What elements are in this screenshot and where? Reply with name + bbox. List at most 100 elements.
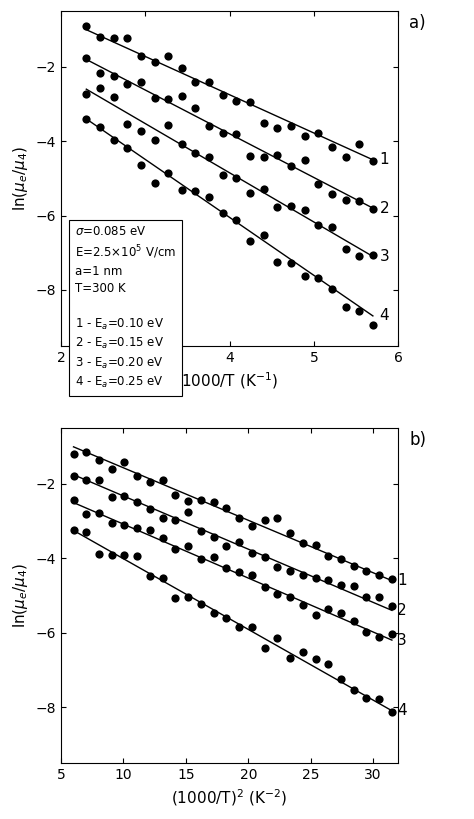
Point [146,523,154,536]
Text: 2: 2 [380,201,389,215]
Y-axis label: ln($\mu_e/\mu_4$): ln($\mu_e/\mu_4$) [11,146,30,211]
Point [178,89,186,102]
Point [146,502,154,515]
Point [328,141,336,154]
Point [350,684,357,697]
Point [184,505,192,518]
Point [261,550,268,563]
Point [350,560,357,573]
Point [342,242,349,256]
Point [205,120,213,133]
Point [273,631,281,645]
Point [210,495,218,509]
Point [82,446,90,459]
Point [82,473,90,486]
Point [299,569,307,582]
Text: $\sigma$=0.085 eV
E=2.5$\times$10$^{5}$ V/cm
a=1 nm
T=300 K

1 - E$_a$=0.10 eV
2: $\sigma$=0.085 eV E=2.5$\times$10$^{5}$ … [74,225,176,390]
Point [151,134,158,147]
Point [123,117,131,130]
Point [82,526,90,539]
Point [191,185,199,198]
Point [82,507,90,520]
Point [260,116,267,129]
Point [248,568,255,581]
Point [70,494,77,507]
Point [70,523,77,536]
Point [375,590,383,604]
Point [184,590,192,604]
Point [178,61,186,75]
Point [70,447,77,460]
Point [273,256,281,269]
Point [342,151,349,164]
Point [273,149,281,162]
Point [223,501,230,514]
Point [178,183,186,197]
Point [388,627,396,640]
Point [301,203,309,216]
Point [108,516,116,529]
Point [191,147,199,160]
Point [299,599,307,612]
Point [223,611,230,624]
Point [246,149,254,162]
Point [172,514,179,527]
Point [315,272,322,285]
Point [151,177,158,190]
Point [375,568,383,581]
Point [312,539,319,552]
Point [108,549,116,562]
Point [375,630,383,643]
Point [363,590,370,604]
Point [350,614,357,627]
Point [210,550,218,563]
Point [337,552,345,565]
Point [363,691,370,704]
Point [137,49,145,62]
Point [287,120,295,133]
Point [286,590,294,604]
Point [369,202,377,215]
Point [191,101,199,114]
Point [235,565,243,578]
Point [133,550,141,563]
Point [210,531,218,544]
Point [248,546,255,559]
Point [260,229,267,242]
Point [388,599,396,612]
Point [151,56,158,69]
Point [337,673,345,686]
Point [178,138,186,151]
Point [356,194,363,207]
Point [121,548,128,561]
Point [172,591,179,604]
Text: 3: 3 [380,249,389,264]
Point [369,248,377,261]
Point [233,214,240,227]
Point [110,31,118,44]
Point [205,75,213,88]
Text: a): a) [409,14,426,32]
Point [312,572,319,585]
Point [96,66,104,79]
Point [137,124,145,138]
Point [110,133,118,147]
Point [133,469,141,482]
Point [210,606,218,619]
Point [184,495,192,508]
Point [356,138,363,151]
Point [233,94,240,107]
Point [248,621,255,634]
Point [108,491,116,504]
Point [223,539,230,552]
Point [164,92,172,105]
Point [146,569,154,582]
Point [287,256,295,269]
Point [287,160,295,173]
Point [337,578,345,591]
Point [223,561,230,574]
Point [96,120,104,133]
Point [137,158,145,171]
Point [95,548,103,561]
Point [197,493,205,506]
